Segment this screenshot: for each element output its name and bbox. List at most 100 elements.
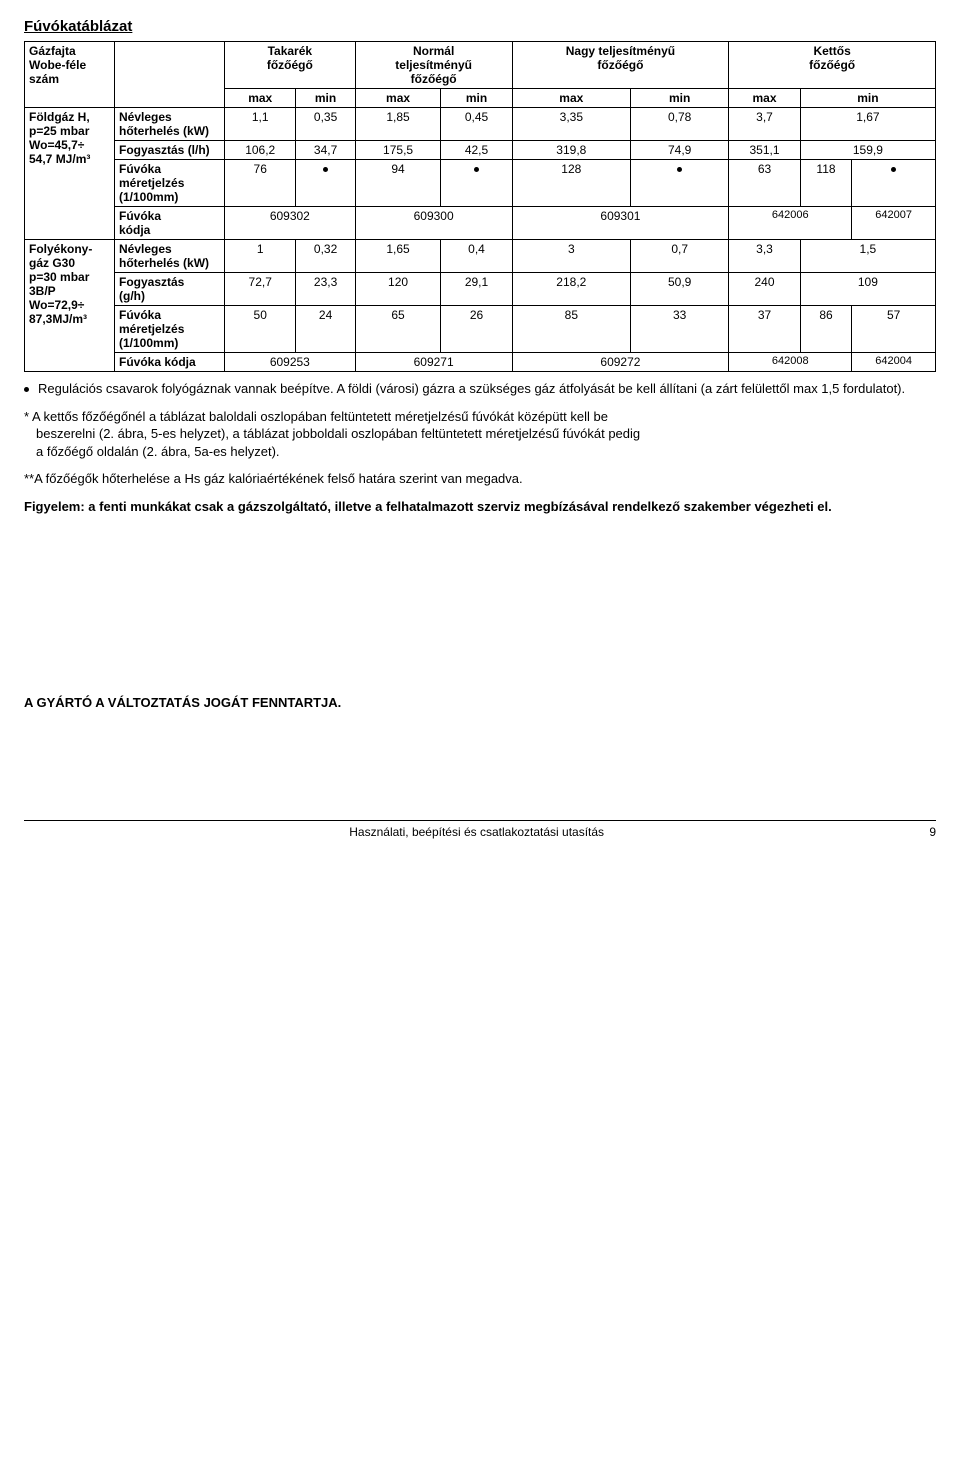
row-name: Névleges hőterhelés (kW) — [115, 108, 225, 141]
cell-dot — [852, 160, 936, 207]
bullet-icon — [24, 380, 38, 398]
cell: 72,7 — [225, 273, 296, 306]
bullet-note: Regulációs csavarok folyógáznak vannak b… — [24, 380, 936, 398]
cell: 609271 — [355, 353, 512, 372]
table-row: Folyékony- gáz G30 p=30 mbar 3B/P Wo=72,… — [25, 240, 936, 273]
cell-dot — [631, 160, 729, 207]
cell: 29,1 — [441, 273, 512, 306]
cell: 3,35 — [512, 108, 630, 141]
cell: 159,9 — [800, 141, 935, 160]
sub-6: min — [631, 89, 729, 108]
header-group-4: Kettős főzőégő — [729, 42, 936, 89]
cell: 609300 — [355, 207, 512, 240]
header-group-1: Takarék főzőégő — [225, 42, 356, 89]
row-name: Fúvóka kódja — [115, 207, 225, 240]
footer-page-number: 9 — [929, 825, 936, 839]
header-gastype: Gázfajta Wobe-féle szám — [25, 42, 115, 108]
cell: 0,4 — [441, 240, 512, 273]
cell: 74,9 — [631, 141, 729, 160]
cell: 33 — [631, 306, 729, 353]
cell: 642007 — [852, 207, 936, 240]
cell: 240 — [729, 273, 800, 306]
cell: 50 — [225, 306, 296, 353]
cell: 3,7 — [729, 108, 800, 141]
cell: 76 — [225, 160, 296, 207]
table-row: Fúvóka méretjelzés (1/100mm) 50 24 65 26… — [25, 306, 936, 353]
dot-icon — [891, 167, 896, 172]
sub-5: max — [512, 89, 630, 108]
section-title: Fúvókatáblázat — [24, 18, 936, 35]
cell: 218,2 — [512, 273, 630, 306]
cell: 106,2 — [225, 141, 296, 160]
dot-icon — [323, 167, 328, 172]
header-group-3-text: Nagy teljesítményű főzőégő — [566, 44, 675, 72]
header-group-2-text: Normál teljesítményű főzőégő — [395, 44, 472, 86]
note-star2: **A főzőégők hőterhelése a Hs gáz kalóri… — [24, 470, 936, 488]
note-star1-line1: * A kettős főzőégőnél a táblázat balolda… — [24, 408, 936, 426]
header-group-4-text: Kettős főzőégő — [809, 44, 855, 72]
cell: 34,7 — [296, 141, 355, 160]
cell: 1,1 — [225, 108, 296, 141]
sub-1: max — [225, 89, 296, 108]
sub-4: min — [441, 89, 512, 108]
sub-2: min — [296, 89, 355, 108]
cell: 50,9 — [631, 273, 729, 306]
cell: 94 — [355, 160, 441, 207]
bullet-text: Regulációs csavarok folyógáznak vannak b… — [38, 380, 905, 398]
page-footer: Használati, beépítési és csatlakoztatási… — [24, 820, 936, 839]
cell: 609253 — [225, 353, 356, 372]
cell: 23,3 — [296, 273, 355, 306]
cell: 86 — [800, 306, 852, 353]
sub-7: max — [729, 89, 800, 108]
header-gastype-text: Gázfajta Wobe-féle szám — [29, 44, 86, 86]
row-name: Fúvóka méretjelzés (1/100mm) — [115, 160, 225, 207]
cell: 642006 — [729, 207, 852, 240]
cell: 0,45 — [441, 108, 512, 141]
table-row: Fogyasztás (l/h) 106,2 34,7 175,5 42,5 3… — [25, 141, 936, 160]
sub-3: max — [355, 89, 441, 108]
cell: 128 — [512, 160, 630, 207]
cell: 3,3 — [729, 240, 800, 273]
sub-8: min — [800, 89, 935, 108]
cell: 118 — [800, 160, 852, 207]
row-name: Fogyasztás (l/h) — [115, 141, 225, 160]
note-star1-line2: beszerelni (2. ábra, 5-es helyzet), a tá… — [24, 425, 936, 443]
cell: 120 — [355, 273, 441, 306]
dot-icon — [474, 167, 479, 172]
header-group-2: Normál teljesítményű főzőégő — [355, 42, 512, 89]
table-row: Földgáz H, p=25 mbar Wo=45,7÷ 54,7 MJ/m³… — [25, 108, 936, 141]
gas-label-2: Folyékony- gáz G30 p=30 mbar 3B/P Wo=72,… — [25, 240, 115, 372]
cell: 1,67 — [800, 108, 935, 141]
note-star1-line3: a főzőégő oldalán (2. ábra, 5a-es helyze… — [24, 443, 936, 461]
cell: 26 — [441, 306, 512, 353]
footer-center: Használati, beépítési és csatlakoztatási… — [349, 825, 604, 839]
row-name: Fúvóka méretjelzés (1/100mm) — [115, 306, 225, 353]
cell: 0,78 — [631, 108, 729, 141]
cell: 1,65 — [355, 240, 441, 273]
row-name: Fogyasztás (g/h) — [115, 273, 225, 306]
cell: 0,7 — [631, 240, 729, 273]
cell: 609272 — [512, 353, 729, 372]
table-row: Fúvóka kódja 609302 609300 609301 642006… — [25, 207, 936, 240]
cell-dot — [296, 160, 355, 207]
cell: 0,32 — [296, 240, 355, 273]
note-star1: * A kettős főzőégőnél a táblázat balolda… — [24, 408, 936, 461]
nozzle-table: Gázfajta Wobe-féle szám Takarék főzőégő … — [24, 41, 936, 372]
row-name: Fúvóka kódja — [115, 353, 225, 372]
cell: 85 — [512, 306, 630, 353]
cell: 109 — [800, 273, 935, 306]
cell: 175,5 — [355, 141, 441, 160]
warning-text: Figyelem: a fenti munkákat csak a gázszo… — [24, 498, 936, 516]
table-row: Fogyasztás (g/h) 72,7 23,3 120 29,1 218,… — [25, 273, 936, 306]
gas-label-1: Földgáz H, p=25 mbar Wo=45,7÷ 54,7 MJ/m³ — [25, 108, 115, 240]
cell: 1 — [225, 240, 296, 273]
cell: 1,85 — [355, 108, 441, 141]
header-group-3: Nagy teljesítményű főzőégő — [512, 42, 729, 89]
cell: 642008 — [729, 353, 852, 372]
cell: 3 — [512, 240, 630, 273]
table-row: Fúvóka kódja 609253 609271 609272 642008… — [25, 353, 936, 372]
cell-dot — [441, 160, 512, 207]
cell: 0,35 — [296, 108, 355, 141]
dot-icon — [677, 167, 682, 172]
row-name: Névleges hőterhelés (kW) — [115, 240, 225, 273]
